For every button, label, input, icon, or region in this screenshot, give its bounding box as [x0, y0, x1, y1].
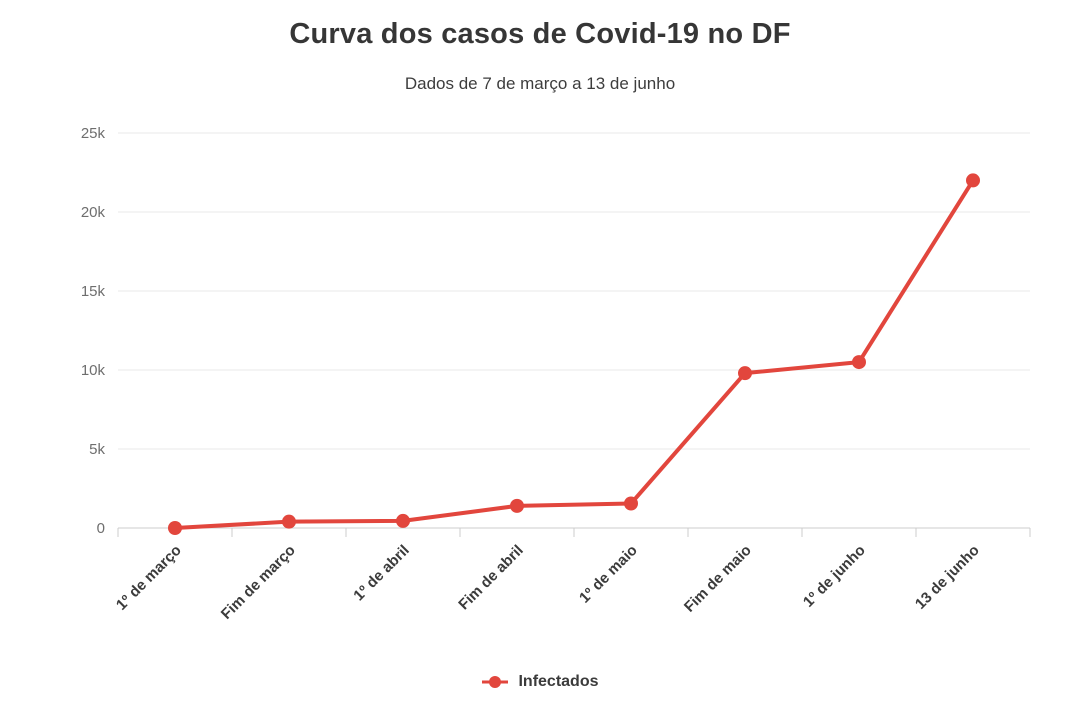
legend-label: Infectados [518, 673, 599, 690]
x-category-label: Fim de março [218, 542, 299, 623]
x-category-label: 13 de junho [912, 542, 983, 613]
x-category-label: Fim de maio [681, 542, 755, 616]
y-tick-label: 10k [81, 362, 106, 379]
x-category-label: Fim de abril [455, 542, 527, 614]
y-tick-label: 0 [97, 520, 105, 537]
data-point[interactable] [852, 355, 866, 370]
chart-title: Curva dos casos de Covid-19 no DF [289, 18, 791, 50]
data-point[interactable] [510, 498, 524, 513]
x-category-label: 1º de março [113, 542, 185, 614]
y-tick-label: 15k [81, 283, 106, 300]
series-line-infectados [173, 178, 975, 530]
data-point[interactable] [966, 173, 980, 188]
data-point[interactable] [282, 514, 296, 529]
legend-marker-icon [482, 676, 509, 688]
data-point[interactable] [396, 513, 410, 528]
legend: Infectados [0, 673, 1080, 691]
data-point[interactable] [168, 521, 182, 535]
data-point[interactable] [624, 496, 638, 511]
y-tick-label: 20k [81, 204, 106, 221]
chart-canvas: 0 5k 10k 15k 20k 25k 1º de março Fim de março 1º… [81, 125, 1031, 623]
chart-subtitle: Dados de 7 de março a 13 de junho [404, 74, 676, 93]
y-tick-label: 25k [81, 125, 106, 142]
data-point[interactable] [738, 366, 752, 381]
x-category-label: 1º de maio [576, 542, 641, 607]
y-tick-label: 5k [89, 441, 105, 458]
legend-item-infectados[interactable]: Infectados [481, 673, 599, 691]
x-category-label: 1º de junho [800, 542, 869, 611]
x-category-label: 1º de abril [350, 542, 412, 604]
